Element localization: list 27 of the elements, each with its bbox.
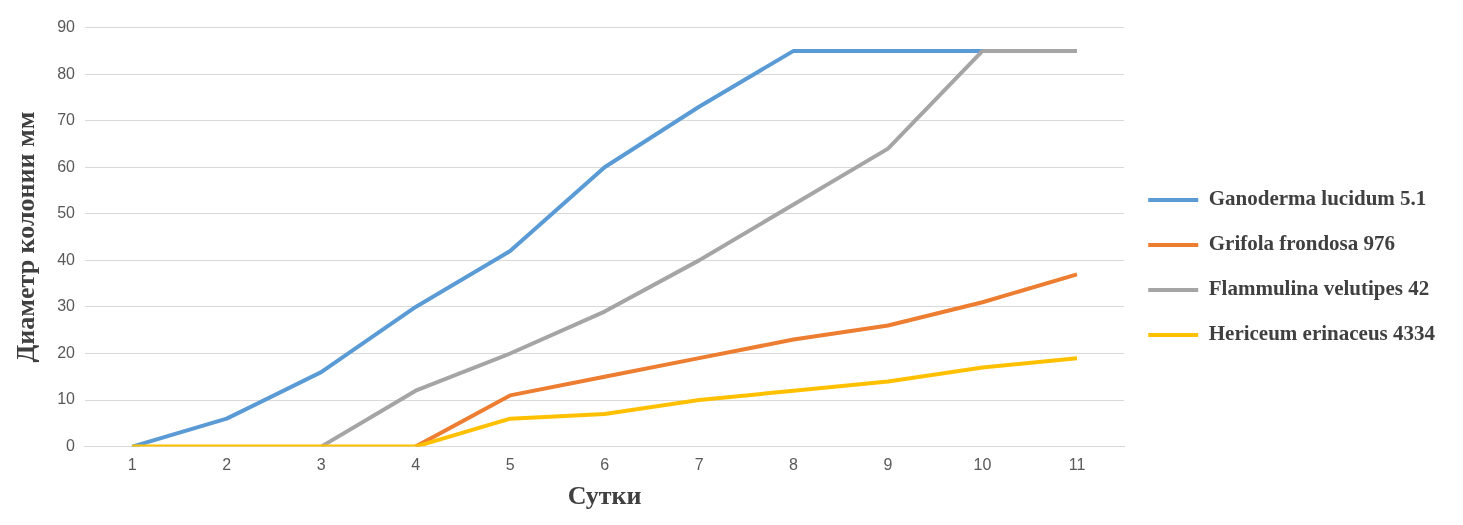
legend-label: Ganoderma lucidum 5.1 — [1208, 186, 1427, 211]
x-tick-label: 8 — [789, 455, 799, 473]
y-tick-label: 30 — [57, 297, 76, 315]
x-tick-label: 1 — [127, 455, 137, 473]
x-tick-label: 4 — [411, 455, 421, 473]
y-tick-label: 70 — [57, 111, 76, 129]
y-tick-label: 50 — [57, 204, 76, 222]
legend-label: Flammulina velutipes 42 — [1208, 276, 1430, 301]
x-tick-label: 2 — [222, 455, 232, 473]
x-tick-label: 3 — [316, 455, 326, 473]
x-axis-title: Сутки — [567, 481, 642, 511]
x-tick-label: 11 — [1068, 455, 1086, 473]
x-tick-label: 10 — [973, 455, 992, 473]
y-tick-label: 80 — [57, 64, 76, 82]
y-axis-title: Диаметр колонии мм — [11, 111, 41, 363]
legend-label: Grifola frondosa 976 — [1208, 231, 1396, 256]
legend-label: Hericeum erinaceus 4334 — [1208, 321, 1436, 346]
x-tick-label: 5 — [505, 455, 515, 473]
x-tick-label: 7 — [694, 455, 704, 473]
y-tick-label: 40 — [57, 250, 76, 268]
y-tick-label: 0 — [66, 437, 76, 455]
y-tick-label: 60 — [57, 157, 76, 175]
y-tick-label: 10 — [57, 390, 76, 408]
y-tick-label: 90 — [57, 18, 76, 36]
y-tick-label: 20 — [57, 343, 76, 361]
x-tick-label: 6 — [600, 455, 610, 473]
x-tick-label: 9 — [883, 455, 893, 473]
